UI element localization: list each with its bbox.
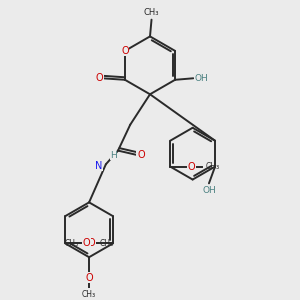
Text: N: N	[95, 161, 103, 171]
Text: O: O	[121, 46, 129, 56]
Text: CH₃: CH₃	[100, 239, 114, 248]
Text: CH₃: CH₃	[64, 239, 79, 248]
Text: O: O	[137, 150, 145, 160]
Text: OH: OH	[194, 74, 208, 83]
Text: O: O	[85, 273, 93, 283]
Text: OH: OH	[202, 186, 216, 195]
Text: CH₃: CH₃	[144, 8, 159, 17]
Text: O: O	[188, 162, 195, 172]
Text: H: H	[110, 151, 117, 160]
Text: CH₃: CH₃	[205, 162, 219, 171]
Text: O: O	[88, 238, 95, 248]
Text: O: O	[83, 238, 91, 248]
Text: CH₃: CH₃	[82, 290, 96, 299]
Text: O: O	[96, 73, 103, 83]
